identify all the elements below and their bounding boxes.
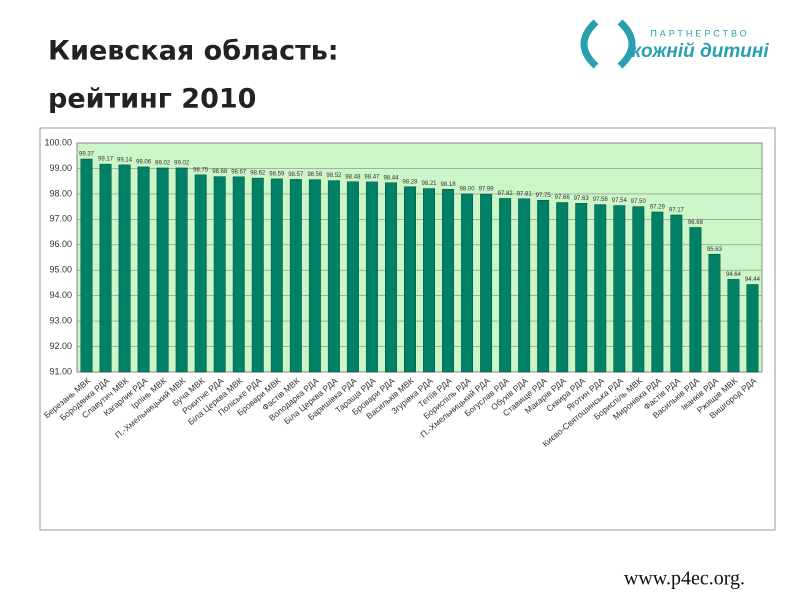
- title-line: рейтинг 2010: [48, 84, 256, 115]
- value-label: 98.68: [212, 169, 228, 175]
- y-tick-label: 95.00: [49, 265, 72, 275]
- bar: [251, 177, 264, 373]
- bar: [137, 166, 150, 373]
- bar: [80, 158, 93, 373]
- bar: [727, 279, 740, 373]
- bar: [537, 200, 550, 373]
- bar: [308, 179, 321, 373]
- value-label: 97.75: [536, 193, 552, 199]
- value-label: 97.29: [650, 205, 666, 211]
- value-label: 99.02: [155, 161, 171, 167]
- bar: [327, 180, 340, 373]
- value-label: 99.14: [117, 157, 133, 163]
- bar: [289, 179, 302, 373]
- value-label: 98.47: [364, 175, 380, 181]
- value-label: 98.56: [307, 172, 323, 178]
- value-label: 98.57: [288, 172, 304, 178]
- y-tick-label: 92.00: [49, 341, 72, 351]
- value-label: 99.06: [136, 159, 152, 165]
- bar: [518, 198, 531, 373]
- bar: [708, 253, 721, 373]
- bar: [480, 193, 493, 373]
- logo-top: ПАРТНЕРСТВО: [650, 28, 749, 38]
- footer-url: www.p4ec.org.: [624, 568, 745, 590]
- value-label: 95.63: [707, 247, 723, 253]
- bar: [404, 186, 416, 373]
- value-label: 98.18: [441, 182, 457, 188]
- bar: [385, 182, 397, 373]
- value-label: 97.63: [574, 196, 590, 202]
- y-tick-label: 98.00: [49, 188, 72, 198]
- bar: [575, 203, 588, 373]
- bar: [232, 176, 245, 373]
- bar: [651, 211, 664, 373]
- bar: [670, 214, 683, 373]
- value-label: 94.44: [745, 277, 761, 283]
- bar: [175, 167, 188, 373]
- bar: [156, 167, 169, 373]
- bar: [632, 206, 645, 373]
- bar: [689, 227, 702, 373]
- bar: [118, 164, 131, 373]
- y-tick-label: 94.00: [49, 290, 72, 300]
- value-label: 98.28: [402, 179, 418, 185]
- y-tick-label: 97.00: [49, 214, 72, 224]
- bar: [556, 202, 569, 373]
- y-tick-label: 99.00: [49, 163, 72, 173]
- bar: [461, 193, 474, 373]
- value-label: 98.67: [231, 169, 247, 175]
- bar: [346, 181, 359, 373]
- value-label: 96.68: [688, 220, 704, 226]
- value-label: 99.02: [174, 161, 190, 167]
- logo-bracket: [617, 19, 636, 69]
- logo: ПАРТНЕРСТВО кожній дитині: [580, 19, 769, 69]
- bar: [499, 198, 512, 373]
- bar: [746, 284, 759, 373]
- bar: [194, 174, 207, 373]
- value-label: 98.59: [269, 171, 285, 177]
- y-tick-label: 91.00: [49, 366, 72, 376]
- value-label: 98.00: [460, 186, 476, 192]
- value-label: 97.81: [517, 191, 533, 197]
- y-tick-label: 93.00: [49, 315, 72, 325]
- value-label: 98.52: [326, 173, 342, 179]
- value-label: 98.75: [193, 167, 209, 173]
- value-label: 97.54: [612, 198, 628, 204]
- value-label: 97.17: [669, 208, 685, 214]
- title-line: Киевская область:: [48, 36, 339, 67]
- logo-bracket: [580, 19, 599, 69]
- bar: [613, 205, 626, 373]
- value-label: 94.64: [726, 272, 742, 278]
- bar: [99, 163, 112, 373]
- bar: [423, 188, 435, 373]
- value-label: 98.48: [345, 174, 361, 180]
- value-label: 98.62: [250, 171, 266, 177]
- plot-area: [76, 142, 763, 373]
- value-label: 98.44: [383, 175, 399, 181]
- bar: [270, 178, 283, 373]
- value-label: 97.82: [498, 191, 514, 197]
- bar: [213, 176, 226, 373]
- value-label: 97.50: [631, 199, 647, 205]
- y-tick-label: 96.00: [49, 239, 72, 249]
- value-label: 97.99: [479, 187, 495, 193]
- logo-bottom: кожній дитині: [631, 41, 769, 62]
- bar: [594, 204, 607, 373]
- value-label: 99.37: [79, 152, 95, 158]
- y-tick-label: 100.00: [44, 137, 72, 147]
- value-label: 97.58: [593, 197, 609, 203]
- value-label: 97.66: [555, 195, 571, 201]
- value-label: 99.17: [98, 157, 114, 163]
- bar: [442, 189, 455, 373]
- value-label: 98.21: [422, 181, 438, 187]
- bar: [365, 181, 378, 373]
